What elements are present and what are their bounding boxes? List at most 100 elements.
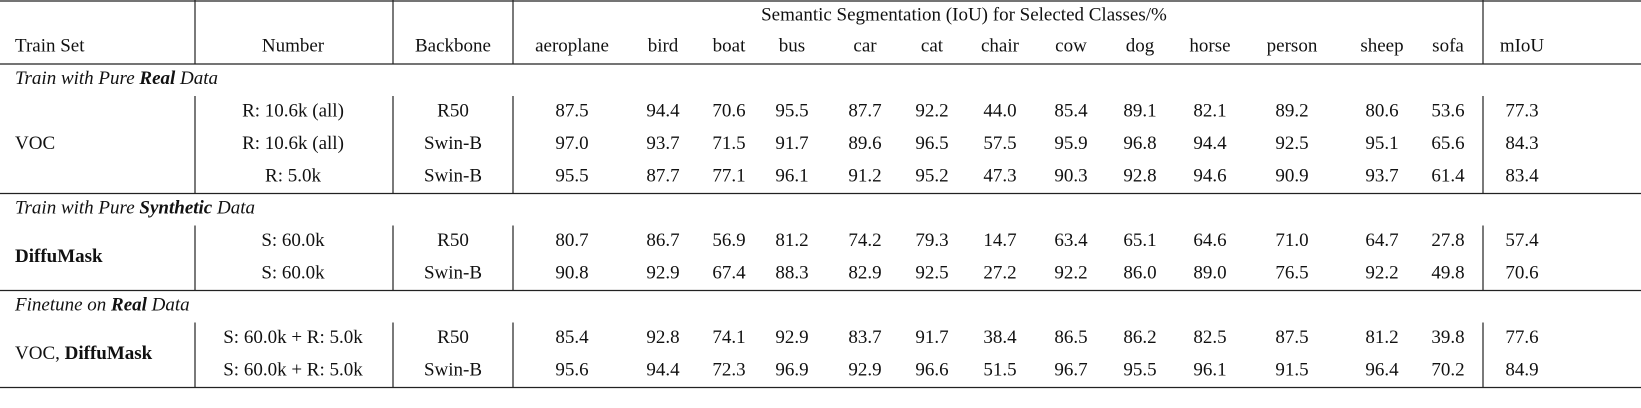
section-title-part: Finetune on [14,295,111,316]
value-cell: 71.5 [712,133,745,154]
value-cell: 74.1 [712,327,745,348]
value-cell: 70.2 [1431,360,1464,381]
column-header: aeroplane [535,35,609,56]
value-cell: 92.2 [1054,263,1087,284]
value-cell: 63.4 [1054,230,1088,251]
value-cell: 84.9 [1505,360,1538,381]
value-cell: 92.5 [915,263,948,284]
train-set-name: DiffuMask [15,246,103,267]
value-cell: 74.2 [848,230,881,251]
number-cell: S: 60.0k + R: 5.0k [223,360,363,381]
column-header: Train Set [15,35,85,56]
value-cell: 94.4 [1193,133,1227,154]
value-cell: 67.4 [712,263,746,284]
value-cell: 82.9 [848,263,881,284]
value-cell: 87.7 [848,101,881,122]
section-title: Train with Pure Real Data [15,68,218,89]
value-cell: 14.7 [983,230,1016,251]
train-set-name: VOC, [15,343,65,364]
value-cell: 77.1 [712,166,745,187]
section-title: Train with Pure Synthetic Data [15,198,255,219]
value-cell: 97.0 [555,133,588,154]
backbone-cell: R50 [437,327,469,348]
value-cell: 64.6 [1193,230,1226,251]
value-cell: 95.5 [775,101,808,122]
value-cell: 79.3 [915,230,948,251]
value-cell: 51.5 [983,360,1016,381]
number-cell: S: 60.0k + R: 5.0k [223,327,363,348]
value-cell: 92.5 [1275,133,1308,154]
value-cell: 84.3 [1505,133,1538,154]
value-cell: 47.3 [983,166,1016,187]
column-header: bus [779,35,805,56]
value-cell: 96.6 [915,360,948,381]
value-cell: 80.6 [1365,101,1398,122]
value-cell: 65.1 [1123,230,1156,251]
train-set-name: DiffuMask [65,343,153,364]
number-cell: S: 60.0k [261,263,325,284]
column-header: mIoU [1500,35,1545,56]
value-cell: 91.7 [915,327,948,348]
value-cell: 91.5 [1275,360,1308,381]
value-cell: 87.7 [646,166,679,187]
value-cell: 81.2 [1365,327,1398,348]
value-cell: 89.0 [1193,263,1226,284]
value-cell: 57.5 [983,133,1016,154]
train-set: VOC, DiffuMask [15,343,153,364]
value-cell: 71.0 [1275,230,1308,251]
section-title-part: Data [212,198,255,219]
value-cell: 49.8 [1431,263,1464,284]
value-cell: 93.7 [646,133,679,154]
column-header: Number [262,35,325,56]
value-cell: 72.3 [712,360,745,381]
value-cell: 86.0 [1123,263,1156,284]
column-header: chair [981,35,1020,56]
value-cell: 61.4 [1431,166,1465,187]
value-cell: 92.8 [1123,166,1156,187]
value-cell: 44.0 [983,101,1016,122]
value-cell: 85.4 [1054,101,1088,122]
value-cell: 94.4 [646,360,680,381]
value-cell: 77.3 [1505,101,1538,122]
value-cell: 76.5 [1275,263,1308,284]
column-header: horse [1189,35,1230,56]
train-set: DiffuMask [15,246,103,267]
value-cell: 86.5 [1054,327,1087,348]
value-cell: 94.6 [1193,166,1226,187]
value-cell: 96.4 [1365,360,1399,381]
backbone-cell: Swin-B [424,263,482,284]
value-cell: 88.3 [775,263,808,284]
value-cell: 95.5 [1123,360,1156,381]
value-cell: 53.6 [1431,101,1464,122]
value-cell: 87.5 [555,101,588,122]
value-cell: 95.1 [1365,133,1398,154]
value-cell: 92.9 [775,327,808,348]
value-cell: 96.8 [1123,133,1156,154]
train-set: VOC [15,133,55,154]
backbone-cell: R50 [437,230,469,251]
value-cell: 86.2 [1123,327,1156,348]
value-cell: 82.5 [1193,327,1226,348]
section-title: Finetune on Real Data [14,295,190,316]
value-cell: 87.5 [1275,327,1308,348]
column-header: sheep [1360,35,1403,56]
section-title-part: Data [175,68,218,89]
value-cell: 56.9 [712,230,745,251]
group-title: Semantic Segmentation (IoU) for Selected… [761,4,1167,25]
value-cell: 96.9 [775,360,808,381]
value-cell: 27.2 [983,263,1016,284]
section-title-part: Data [147,295,190,316]
column-header: Backbone [415,35,491,56]
value-cell: 92.2 [1365,263,1398,284]
column-header: bird [648,35,679,56]
section-title-part: Synthetic [139,198,212,219]
value-cell: 94.4 [646,101,680,122]
column-header: cow [1055,35,1087,56]
backbone-cell: Swin-B [424,133,482,154]
value-cell: 27.8 [1431,230,1464,251]
value-cell: 90.9 [1275,166,1308,187]
value-cell: 92.9 [848,360,881,381]
number-cell: R: 10.6k (all) [242,133,344,154]
section-title-part: Real [110,295,148,316]
